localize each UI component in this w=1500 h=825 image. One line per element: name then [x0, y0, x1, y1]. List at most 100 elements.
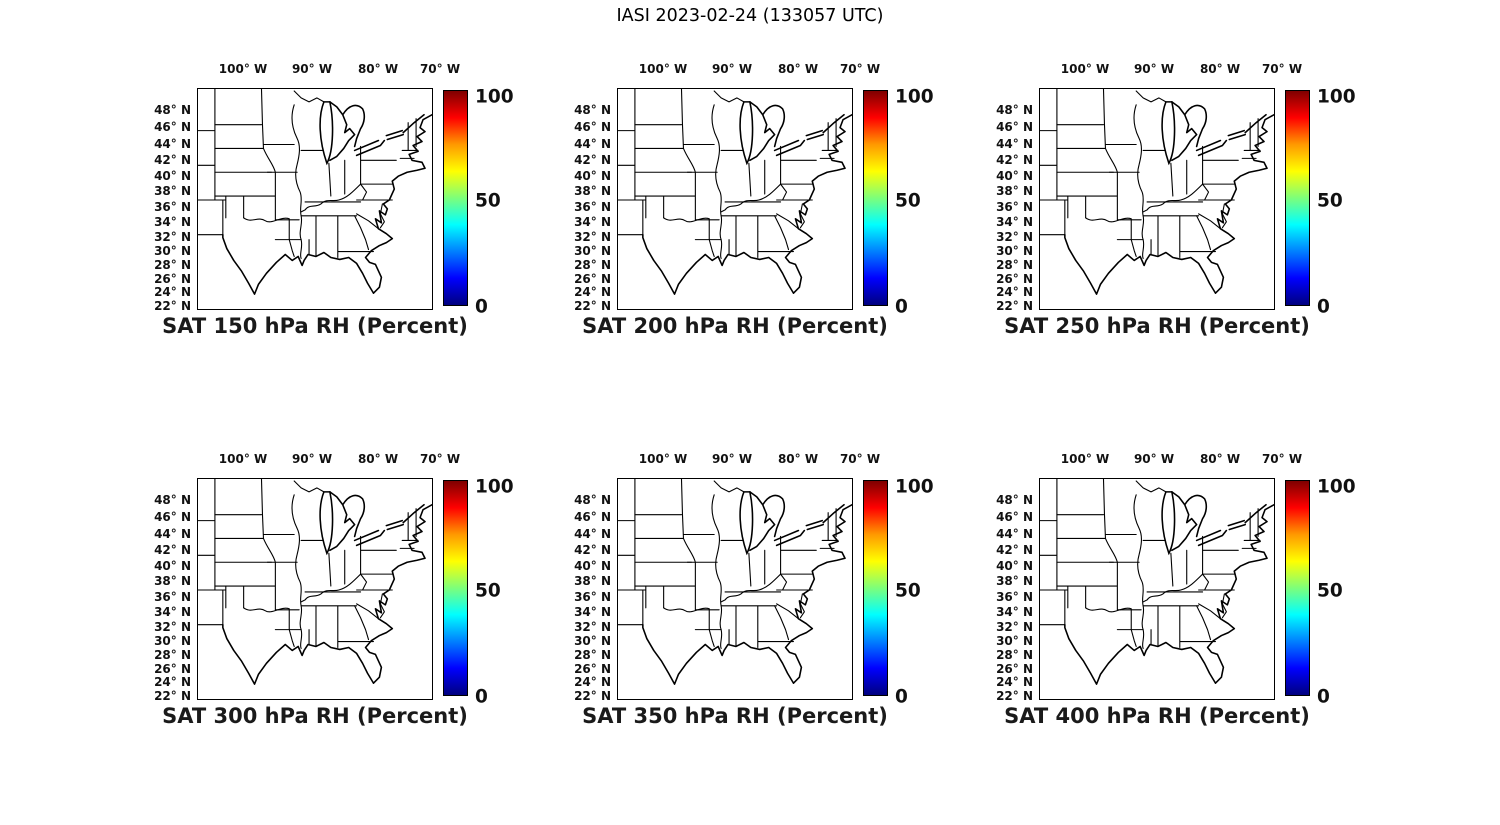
- lat-tick-label: 42° N: [154, 152, 191, 167]
- colorbar-tick-label: 0: [475, 686, 488, 708]
- lat-tick-label: 32° N: [996, 229, 1033, 244]
- lat-tick-label: 46° N: [996, 120, 1033, 134]
- panel-sat-400-hpa-rh: 100° W 90° W 80° W 70° W 48° N 46° N 44° N 42°…: [996, 452, 1356, 728]
- panel-sat-350-hpa-rh: 100° W 90° W 80° W 70° W 48° N 46° N 44° N 42°…: [574, 452, 934, 728]
- latitude-axis: 48° N 46° N 44° N 42° N 40° N 38° N 36° N 34° N…: [561, 88, 611, 313]
- longitude-axis: 100° W 90° W 80° W 70° W: [1039, 452, 1302, 470]
- panel-sat-200-hpa-rh: 100° W 90° W 80° W 70° W 48° N 46° N 44° N 42°…: [574, 62, 934, 338]
- colorbar-gradient: [864, 91, 887, 305]
- lat-tick-label: 46° N: [154, 120, 191, 134]
- lat-tick-label: 32° N: [154, 619, 191, 634]
- colorbar-tick-label: 0: [1317, 296, 1330, 318]
- lat-tick-label: 24° N: [154, 675, 191, 689]
- panel-sat-300-hpa-rh: 100° W 90° W 80° W 70° W 48° N 46° N 44° N 42°…: [154, 452, 514, 728]
- lon-tick-label: 100° W: [1060, 62, 1110, 76]
- colorbar-tick-label: 50: [1317, 190, 1343, 212]
- lat-tick-label: 48° N: [996, 493, 1033, 507]
- lat-tick-label: 46° N: [996, 510, 1033, 524]
- colorbar-gradient: [1286, 91, 1309, 305]
- colorbar-axis: 100 50 0: [1317, 86, 1377, 318]
- panel-title: SAT 250 hPa RH (Percent): [1004, 314, 1310, 338]
- latitude-axis: 48° N 46° N 44° N 42° N 40° N 38° N 36° N 34° N…: [141, 88, 191, 313]
- lat-tick-label: 28° N: [574, 258, 611, 272]
- colorbar: [1285, 480, 1310, 696]
- us-states-map: [1040, 89, 1274, 295]
- map-frame: [197, 88, 433, 310]
- colorbar-tick-label: 50: [475, 580, 501, 602]
- lat-tick-label: 22° N: [574, 298, 611, 313]
- panel-title: SAT 200 hPa RH (Percent): [582, 314, 888, 338]
- lat-tick-label: 28° N: [996, 648, 1033, 662]
- lat-tick-label: 22° N: [996, 298, 1033, 313]
- lon-tick-label: 100° W: [218, 62, 268, 76]
- lat-tick-label: 22° N: [154, 298, 191, 313]
- lat-tick-label: 38° N: [996, 574, 1033, 588]
- lat-tick-label: 42° N: [574, 152, 611, 167]
- lon-tick-label: 90° W: [291, 62, 333, 76]
- latitude-axis: 48° N 46° N 44° N 42° N 40° N 38° N 36° N 34° N…: [983, 88, 1033, 313]
- us-states-map: [198, 479, 432, 685]
- colorbar-axis: 100 50 0: [895, 477, 955, 708]
- colorbar-tick-label: 100: [1317, 86, 1356, 108]
- lat-tick-label: 46° N: [574, 510, 611, 524]
- lat-tick-label: 42° N: [996, 542, 1033, 557]
- colorbar-tick-label: 50: [1317, 580, 1343, 602]
- latitude-axis: 48° N 46° N 44° N 42° N 40° N 38° N 36° N 34° N…: [141, 478, 191, 703]
- colorbar-tick-label: 100: [895, 86, 934, 108]
- lat-tick-label: 38° N: [574, 574, 611, 588]
- lat-tick-label: 34° N: [574, 604, 611, 619]
- lon-tick-label: 100° W: [638, 62, 688, 76]
- longitude-axis: 100° W 90° W 80° W 70° W: [617, 452, 880, 470]
- lat-tick-label: 40° N: [574, 168, 611, 183]
- lat-tick-label: 40° N: [574, 558, 611, 573]
- lat-tick-label: 46° N: [154, 510, 191, 524]
- lat-tick-label: 32° N: [574, 229, 611, 244]
- lat-tick-label: 48° N: [574, 103, 611, 117]
- lat-tick-label: 26° N: [574, 661, 611, 676]
- colorbar-tick-label: 100: [475, 476, 514, 498]
- lat-tick-label: 42° N: [996, 152, 1033, 167]
- lat-tick-label: 46° N: [574, 120, 611, 134]
- lat-tick-label: 48° N: [154, 103, 191, 117]
- lon-tick-label: 70° W: [419, 452, 461, 466]
- lat-tick-label: 40° N: [154, 168, 191, 183]
- colorbar: [863, 90, 888, 306]
- lat-tick-label: 36° N: [996, 589, 1033, 604]
- longitude-axis: 100° W 90° W 80° W 70° W: [617, 62, 880, 80]
- colorbar-tick-label: 50: [475, 190, 501, 212]
- lat-tick-label: 34° N: [996, 604, 1033, 619]
- latitude-axis: 48° N 46° N 44° N 42° N 40° N 38° N 36° N 34° N…: [983, 478, 1033, 703]
- lon-tick-label: 100° W: [1060, 452, 1110, 466]
- panel-sat-150-hpa-rh: 100° W 90° W 80° W 70° W 48° N 46° N 44° N 42°…: [154, 62, 514, 338]
- map-frame: [617, 88, 853, 310]
- panel-title: SAT 350 hPa RH (Percent): [582, 704, 888, 728]
- lat-tick-label: 22° N: [996, 688, 1033, 703]
- lat-tick-label: 44° N: [154, 526, 191, 541]
- colorbar-tick-label: 100: [1317, 476, 1356, 498]
- us-states-map: [198, 89, 432, 295]
- colorbar: [863, 480, 888, 696]
- colorbar-tick-label: 0: [1317, 686, 1330, 708]
- lat-tick-label: 34° N: [574, 214, 611, 229]
- lat-tick-label: 38° N: [154, 574, 191, 588]
- lat-tick-label: 30° N: [996, 244, 1033, 258]
- map-frame: [617, 478, 853, 700]
- lat-tick-label: 42° N: [154, 542, 191, 557]
- colorbar-gradient: [444, 91, 467, 305]
- lat-tick-label: 36° N: [996, 199, 1033, 214]
- colorbar-gradient: [1286, 481, 1309, 695]
- lon-tick-label: 90° W: [711, 62, 753, 76]
- lat-tick-label: 30° N: [574, 634, 611, 648]
- lat-tick-label: 34° N: [154, 604, 191, 619]
- lon-tick-label: 90° W: [711, 452, 753, 466]
- lat-tick-label: 40° N: [154, 558, 191, 573]
- colorbar-tick-label: 0: [895, 686, 908, 708]
- longitude-axis: 100° W 90° W 80° W 70° W: [1039, 62, 1302, 80]
- panel-title: SAT 400 hPa RH (Percent): [1004, 704, 1310, 728]
- lon-tick-label: 90° W: [291, 452, 333, 466]
- lat-tick-label: 32° N: [574, 619, 611, 634]
- lon-tick-label: 100° W: [218, 452, 268, 466]
- lon-tick-label: 80° W: [1199, 62, 1241, 76]
- colorbar-axis: 100 50 0: [895, 86, 955, 318]
